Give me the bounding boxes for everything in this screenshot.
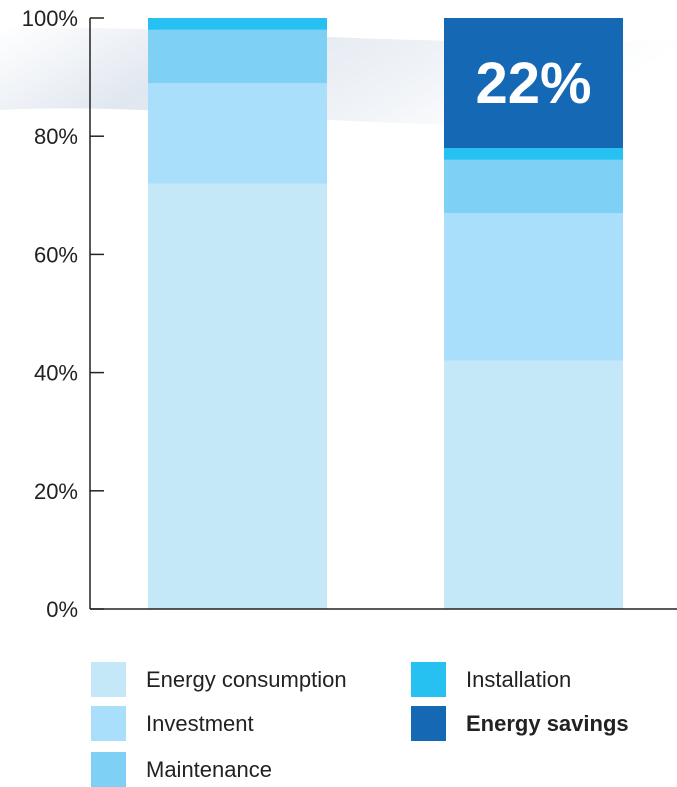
y-tick-label: 60% [34,242,78,267]
annotations-layer: 22% [475,51,591,116]
axes-layer: 0% 20% 40% 60% 80% 100% [22,6,677,622]
bar-2-energy-consumption [444,360,623,609]
bar-1-energy-consumption [148,183,327,610]
legend-item-investment: Investment [91,706,254,741]
bar-2-maintenance [444,159,623,214]
legend-label-installation: Installation [466,666,572,692]
bar-2-investment [444,213,623,361]
bar-2-energy-savings [444,18,623,149]
legend-swatch-installation [411,662,446,697]
y-tick-label: 40% [34,361,78,386]
bars-layer [148,18,623,610]
legend-item-maintenance: Maintenance [91,752,272,787]
legend-label-energy-consumption: Energy consumption [146,666,347,692]
legend-swatch-energy-consumption [91,662,126,697]
bar-2-installation [444,148,623,160]
bar-1-maintenance [148,29,327,84]
legend-label-energy-savings: Energy savings [466,710,629,736]
legend-label-investment: Investment [146,710,254,736]
bar-1-investment [148,83,327,184]
legend-swatch-maintenance [91,752,126,787]
legend-item-energy-consumption: Energy consumption [91,662,347,697]
legend-item-energy-savings: Energy savings [411,706,629,741]
y-tick-label: 80% [34,124,78,149]
stacked-bar-chart: 22% 0% 20% 40% 60% 80% 100% [0,6,677,622]
legend-label-maintenance: Maintenance [146,756,272,782]
y-tick-label: 20% [34,479,78,504]
legend-swatch-investment [91,706,126,741]
data-label-energy-savings: 22% [475,51,591,116]
y-tick-label: 100% [22,6,78,31]
y-tick-label: 0% [46,597,78,622]
legend-item-installation: Installation [411,662,571,697]
bar-1-installation [148,18,327,30]
legend-swatch-energy-savings [411,706,446,741]
